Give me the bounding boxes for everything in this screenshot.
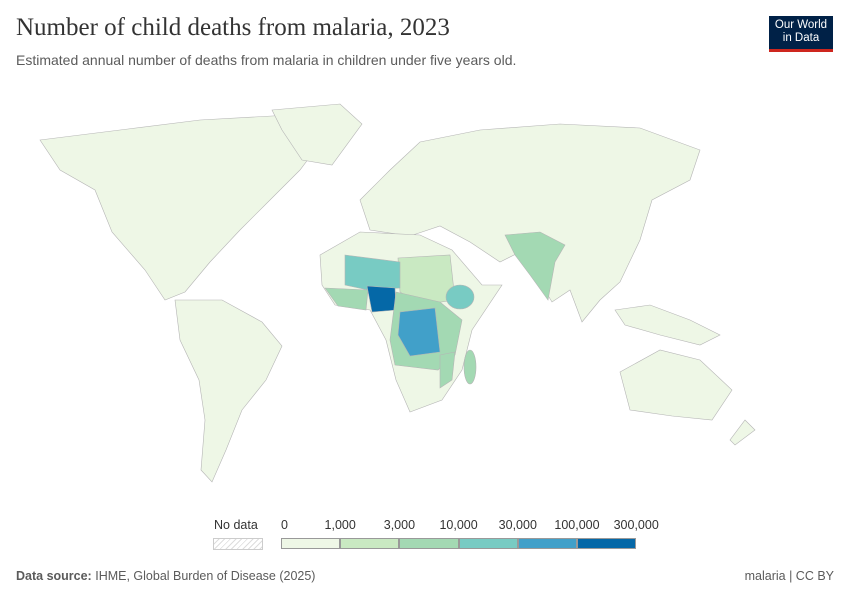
region-west-africa[interactable] <box>324 287 369 311</box>
page-title: Number of child deaths from malaria, 202… <box>16 14 450 41</box>
subtitle: Estimated annual number of deaths from m… <box>16 52 517 68</box>
legend-no-data-swatch <box>213 538 263 550</box>
legend-swatch[interactable] <box>281 538 341 549</box>
region-nigeria[interactable] <box>366 285 397 313</box>
region-eurasia[interactable] <box>359 123 701 323</box>
legend-tick-label: 300,000 <box>613 518 659 532</box>
footer-source: Data source: IHME, Global Burden of Dise… <box>16 569 315 583</box>
legend-tick-label: 10,000 <box>439 518 478 532</box>
legend-swatch[interactable] <box>517 538 577 549</box>
legend-tick-label: 1,000 <box>324 518 356 532</box>
region-mozambique[interactable] <box>439 351 456 389</box>
region-australia[interactable] <box>619 349 733 421</box>
legend-swatch[interactable] <box>458 538 518 549</box>
legend-tick-label: 3,000 <box>383 518 416 532</box>
owid-logo[interactable]: Our World in Data <box>769 16 833 52</box>
region-madagascar[interactable] <box>463 349 477 385</box>
legend-swatch[interactable] <box>399 538 459 549</box>
world-map <box>39 103 756 483</box>
legend-tick-label: 100,000 <box>554 518 600 532</box>
legend-swatch[interactable] <box>340 538 400 549</box>
footer-license[interactable]: malaria | CC BY <box>744 569 834 583</box>
region-north-america[interactable] <box>39 114 331 301</box>
source-text[interactable]: IHME, Global Burden of Disease (2025) <box>95 569 316 583</box>
legend-tick-label: 30,000 <box>498 518 537 532</box>
region-south-america[interactable] <box>174 299 283 483</box>
legend-swatch[interactable] <box>577 538 637 549</box>
region-ethiopia[interactable] <box>445 284 475 310</box>
source-label: Data source: <box>16 569 92 583</box>
region-new-zealand[interactable] <box>729 419 756 446</box>
region-india[interactable] <box>504 231 566 301</box>
legend-tick-label: 0 <box>281 518 288 532</box>
legend-no-data-label: No data <box>214 518 258 532</box>
region-drc[interactable] <box>397 307 441 357</box>
region-greenland[interactable] <box>271 103 363 166</box>
region-southeast-asia[interactable] <box>614 304 721 346</box>
